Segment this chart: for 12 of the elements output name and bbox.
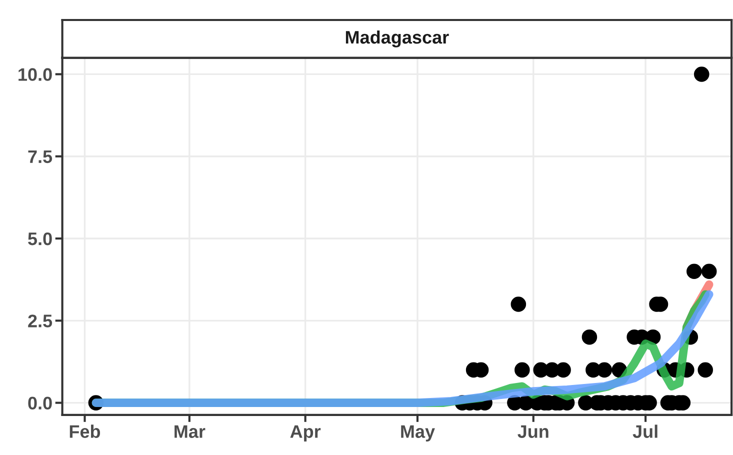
x-tick-label: Mar bbox=[174, 425, 206, 438]
chart-title: Madagascar bbox=[346, 30, 449, 48]
y-tick-label: 10.0 bbox=[18, 68, 52, 81]
x-tick-label: Feb bbox=[70, 424, 100, 438]
x-tick-label: Apr bbox=[290, 425, 321, 442]
x-tick-label: Jul bbox=[632, 424, 658, 438]
x-tick-label: May bbox=[401, 425, 435, 442]
y-tick-label: 7.5 bbox=[28, 150, 52, 164]
x-tick-label: Jun bbox=[518, 425, 548, 438]
y-tick-label: 0.0 bbox=[28, 396, 52, 410]
y-tick-label: 2.5 bbox=[28, 314, 52, 328]
y-tick-label: 5.0 bbox=[28, 232, 52, 246]
